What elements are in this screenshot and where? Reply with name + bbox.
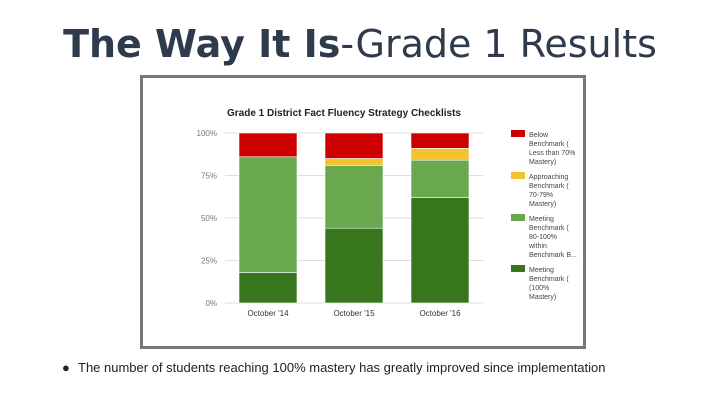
y-tick-label: 0% — [205, 299, 217, 308]
legend-label: Benchmark B... — [529, 252, 577, 259]
slide-title: The Way It Is-Grade 1 Results — [0, 22, 720, 66]
bullet-dot-icon: ● — [62, 360, 70, 375]
legend-label: Meeting — [529, 216, 554, 223]
y-tick-label: 50% — [201, 214, 217, 223]
legend-label: 70-79% — [529, 192, 553, 199]
x-tick-label: October '16 — [419, 309, 461, 318]
legend-label: Approaching — [529, 174, 568, 181]
bar-segment — [238, 156, 298, 273]
legend-label: Benchmark ( — [529, 183, 569, 190]
bar-segment — [324, 165, 384, 229]
y-tick-label: 100% — [197, 129, 217, 138]
legend-label: 80-100% — [529, 234, 557, 241]
legend-swatch — [511, 265, 525, 272]
slide-title-rest: -Grade 1 Results — [340, 22, 657, 66]
legend-swatch — [511, 214, 525, 221]
bar-segment — [324, 158, 384, 166]
legend-swatch — [511, 172, 525, 179]
bar-segment — [410, 159, 470, 198]
bullet-point: ● The number of students reaching 100% ma… — [62, 360, 606, 375]
legend-label: Mastery) — [529, 159, 556, 166]
slide-title-bold: The Way It Is — [63, 22, 341, 66]
y-tick-label: 25% — [201, 257, 217, 266]
bar-segment — [238, 272, 298, 304]
legend-swatch — [511, 130, 525, 137]
bullet-text: The number of students reaching 100% mas… — [78, 360, 606, 375]
legend-label: Benchmark ( — [529, 141, 569, 148]
stacked-bar-chart: Grade 1 District Fact Fluency Strategy C… — [197, 108, 577, 318]
legend-label: Mastery) — [529, 201, 556, 208]
legend-label: within — [528, 243, 547, 250]
bar-segment — [238, 132, 298, 158]
bar-segment — [410, 197, 470, 304]
bar-segment — [324, 227, 384, 304]
legend-label: Less than 70% — [529, 150, 575, 157]
x-tick-label: October '15 — [333, 309, 375, 318]
legend-label: Benchmark ( — [529, 225, 569, 232]
bar-segment — [410, 148, 470, 161]
legend-label: (100% — [529, 285, 549, 292]
legend-label: Mastery) — [529, 294, 556, 301]
legend-label: Benchmark ( — [529, 276, 569, 283]
chart-title: Grade 1 District Fact Fluency Strategy C… — [227, 108, 461, 119]
legend-label: Below — [529, 132, 549, 139]
legend-label: Meeting — [529, 267, 554, 274]
bar-segment — [410, 132, 470, 149]
y-tick-label: 75% — [201, 172, 217, 181]
bar-segment — [324, 132, 384, 159]
chart-frame: Grade 1 District Fact Fluency Strategy C… — [140, 75, 586, 349]
x-tick-label: October '14 — [247, 309, 289, 318]
